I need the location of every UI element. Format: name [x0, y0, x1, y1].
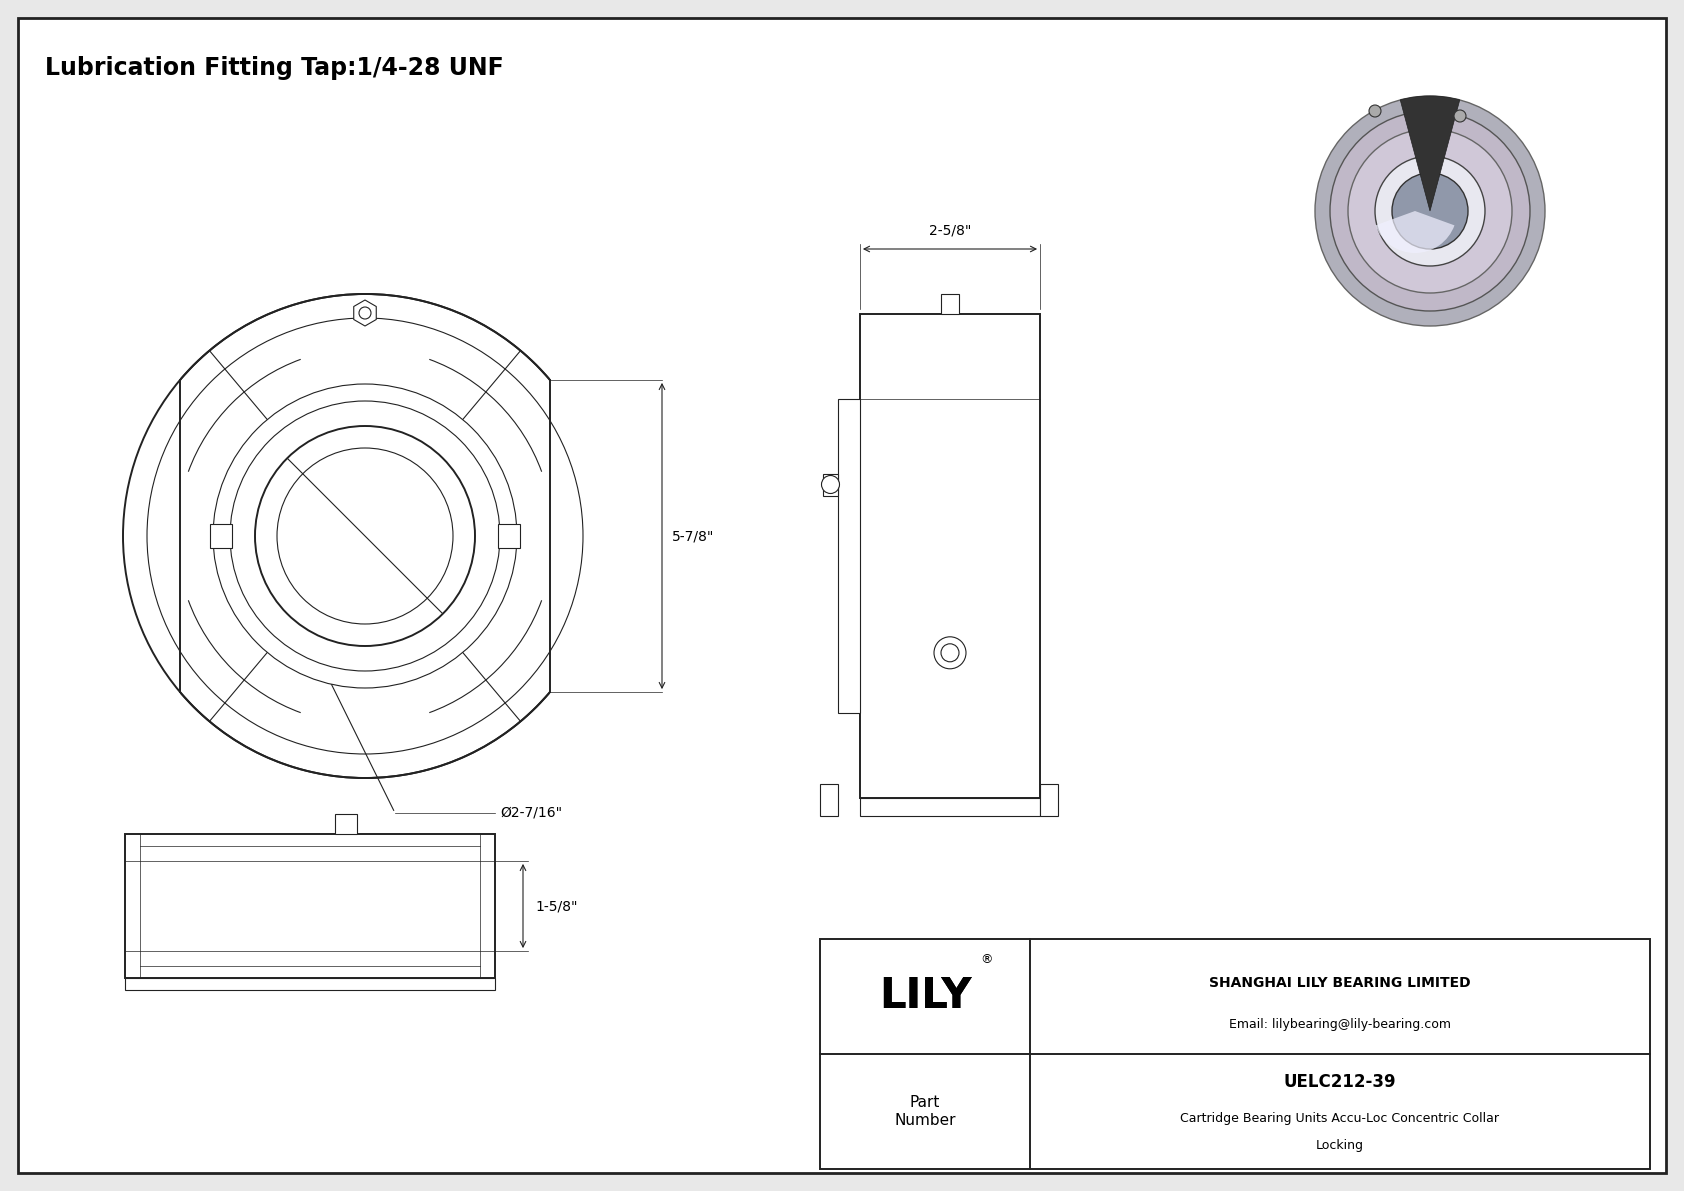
Wedge shape — [1399, 96, 1460, 211]
Circle shape — [822, 475, 840, 493]
Text: LILY: LILY — [879, 975, 972, 1017]
Circle shape — [212, 384, 517, 688]
Text: Email: lilybearing@lily-bearing.com: Email: lilybearing@lily-bearing.com — [1229, 1017, 1452, 1030]
Circle shape — [1369, 105, 1381, 117]
Polygon shape — [354, 300, 376, 326]
Circle shape — [1453, 110, 1467, 121]
Bar — [861, 798, 1041, 816]
Bar — [839, 399, 861, 713]
Circle shape — [1347, 129, 1512, 293]
Text: Locking: Locking — [1315, 1140, 1364, 1153]
Circle shape — [1330, 111, 1531, 311]
Text: Ø2-7/16": Ø2-7/16" — [500, 806, 562, 819]
Bar — [335, 813, 357, 834]
Bar — [551, 283, 616, 788]
Circle shape — [1315, 96, 1544, 326]
Bar — [125, 834, 495, 978]
Text: ®: ® — [980, 953, 994, 966]
Circle shape — [254, 426, 475, 646]
Text: 1-5/8": 1-5/8" — [536, 899, 578, 913]
Text: SHANGHAI LILY BEARING LIMITED: SHANGHAI LILY BEARING LIMITED — [1209, 975, 1470, 990]
Text: Cartridge Bearing Units Accu-Loc Concentric Collar: Cartridge Bearing Units Accu-Loc Concent… — [1180, 1112, 1499, 1125]
Text: LILY: LILY — [879, 975, 972, 1017]
Bar — [113, 283, 180, 788]
Bar — [210, 524, 232, 548]
Bar — [941, 294, 958, 314]
Text: 2-5/8": 2-5/8" — [930, 223, 972, 237]
Bar — [823, 474, 839, 495]
Bar — [820, 939, 1650, 1170]
Text: 5-7/8": 5-7/8" — [672, 529, 714, 543]
Text: UELC212-39: UELC212-39 — [1283, 1073, 1396, 1091]
Bar — [820, 784, 839, 816]
Bar — [861, 314, 1041, 798]
Circle shape — [935, 637, 967, 669]
Circle shape — [123, 294, 606, 778]
Bar — [1041, 784, 1058, 816]
Circle shape — [1376, 156, 1485, 266]
Wedge shape — [1376, 211, 1455, 252]
Bar — [498, 524, 520, 548]
Text: Lubrication Fitting Tap:1/4-28 UNF: Lubrication Fitting Tap:1/4-28 UNF — [45, 56, 504, 80]
Bar — [125, 978, 495, 990]
Text: Part
Number: Part Number — [894, 1096, 957, 1128]
Circle shape — [1393, 173, 1468, 249]
